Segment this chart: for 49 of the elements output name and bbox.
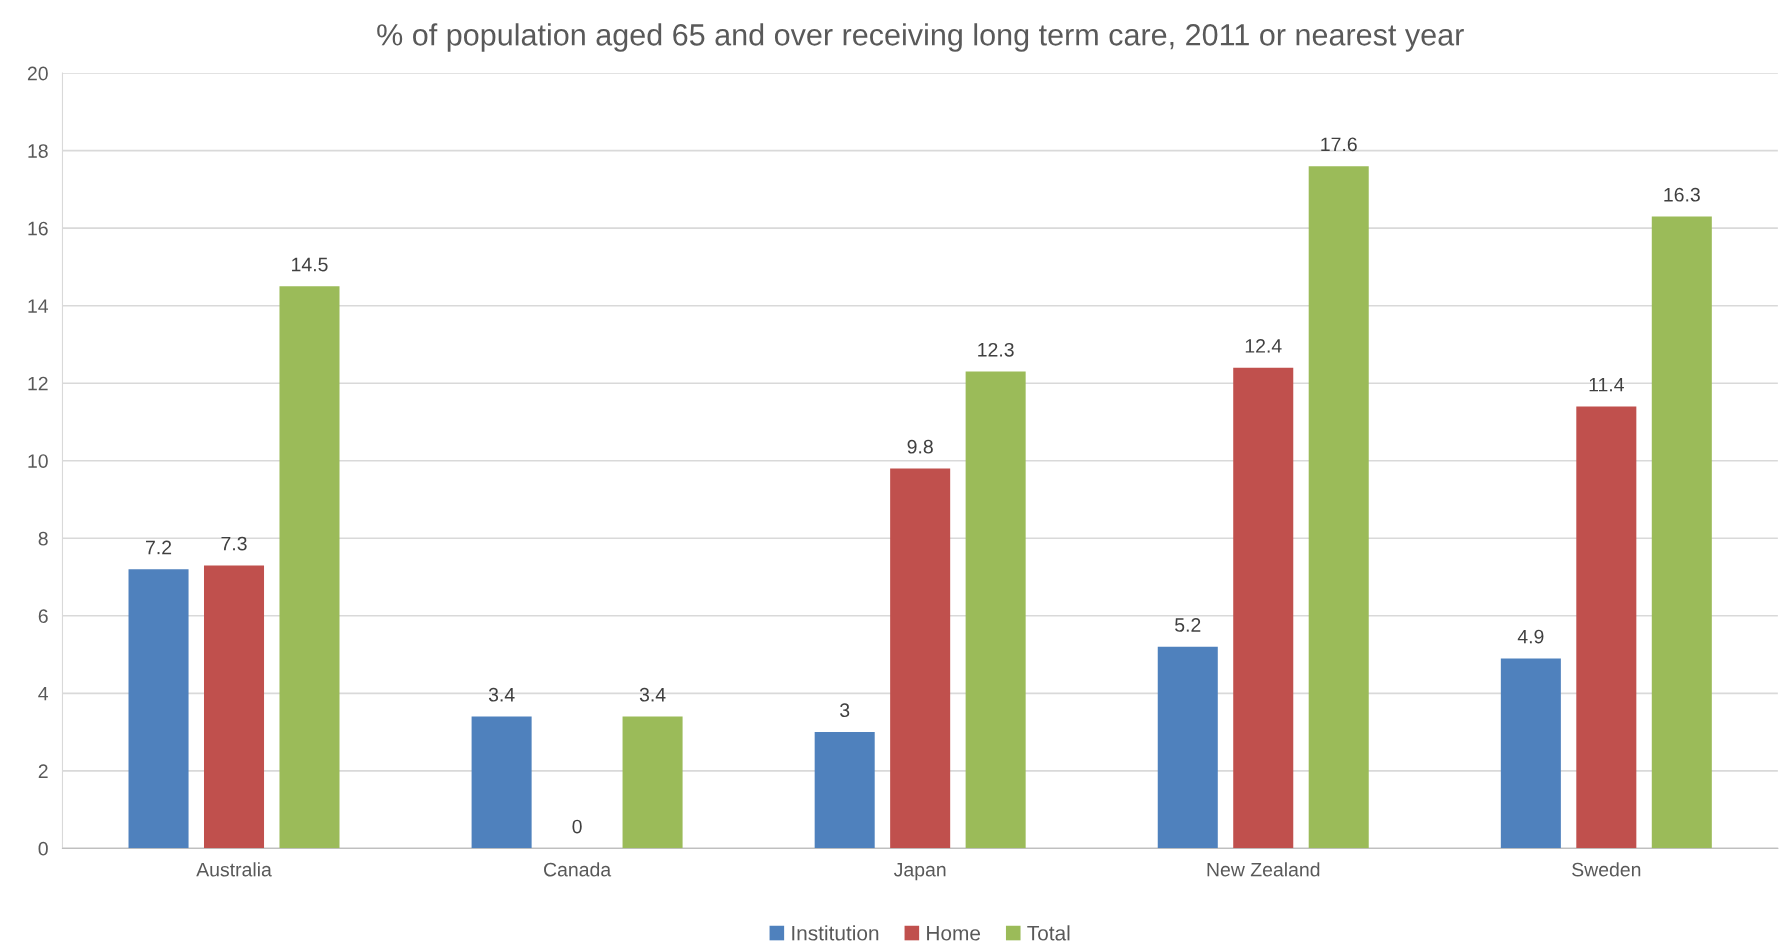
bar xyxy=(1308,166,1369,849)
data-label: 5.2 xyxy=(1175,618,1201,632)
x-tick-label: Canada xyxy=(544,862,612,877)
data-label: 9.8 xyxy=(907,439,933,454)
data-label: 16.3 xyxy=(1664,187,1700,202)
data-label: 7.2 xyxy=(146,540,172,555)
y-tick-label: 4 xyxy=(38,686,49,701)
y-tick-label: 18 xyxy=(28,144,48,158)
bar xyxy=(965,371,1026,849)
bar xyxy=(279,286,340,849)
bar xyxy=(1500,658,1561,849)
bar xyxy=(203,565,265,849)
bar xyxy=(1233,367,1294,849)
chart-title: % of population aged 65 and over receiving long term care, 2011 or nearest year xyxy=(377,23,1464,52)
x-tick-label: New Zealand xyxy=(1207,862,1320,877)
data-label: 4.9 xyxy=(1517,629,1544,644)
bar xyxy=(890,468,951,849)
y-tick-label: 14 xyxy=(28,299,49,313)
bar xyxy=(471,716,532,849)
x-tick-label: Australia xyxy=(196,862,272,877)
y-tick-label: 16 xyxy=(28,221,48,236)
data-label: 14.5 xyxy=(292,257,328,272)
data-label: 17.6 xyxy=(1321,137,1357,152)
y-tick-label: 10 xyxy=(28,454,48,468)
y-tick-label: 0 xyxy=(38,841,48,856)
bar xyxy=(128,569,189,849)
y-tick-label: 12 xyxy=(28,376,48,391)
y-tick-label: 8 xyxy=(38,531,48,546)
legend-label: Home xyxy=(927,926,981,941)
y-tick-label: 20 xyxy=(27,66,48,81)
bar xyxy=(622,716,683,849)
y-tick-label: 6 xyxy=(38,609,48,624)
data-label: 0 xyxy=(572,819,582,834)
data-label: 3 xyxy=(840,703,850,718)
data-label: 3.4 xyxy=(488,687,515,702)
bar xyxy=(814,732,875,849)
x-tick-label: Japan xyxy=(893,862,946,881)
y-tick-label: 2 xyxy=(38,764,48,778)
legend-label: Total xyxy=(1027,925,1070,941)
legend-label: Institution xyxy=(792,925,879,941)
data-label: 3.4 xyxy=(639,687,666,702)
data-label: 11.4 xyxy=(1589,377,1624,392)
data-label: 12.4 xyxy=(1245,339,1282,353)
x-tick-label: Sweden xyxy=(1572,862,1641,877)
bar xyxy=(1576,406,1637,849)
bar xyxy=(1157,646,1218,849)
bar xyxy=(1651,216,1712,849)
data-label: 7.3 xyxy=(221,536,247,551)
data-label: 12.3 xyxy=(978,342,1014,357)
